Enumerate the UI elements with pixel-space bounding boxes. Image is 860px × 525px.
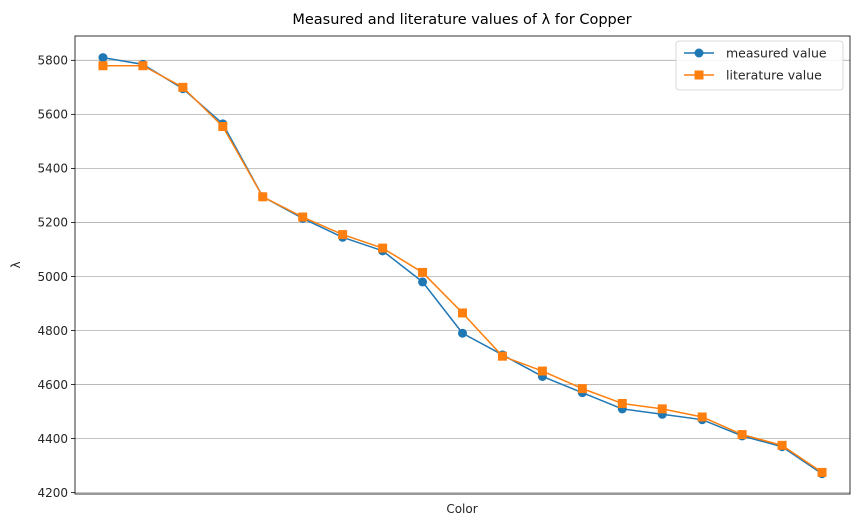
- legend-frame: [675, 40, 844, 91]
- y-tick-label-5800: 5800: [37, 54, 68, 68]
- point-measured-9: [418, 277, 428, 287]
- point-literature-14: [617, 398, 627, 408]
- legend-label-measured: measured value: [726, 46, 827, 61]
- point-literature-13: [577, 384, 587, 394]
- y-tick-label-5600: 5600: [37, 108, 68, 122]
- legend-marker-literature: [694, 70, 704, 80]
- x-axis-label: Color: [446, 502, 477, 516]
- y-tick-label-5400: 5400: [37, 162, 68, 176]
- legend-marker-measured: [694, 48, 704, 58]
- point-literature-15: [657, 404, 667, 414]
- point-literature-1: [98, 61, 108, 71]
- point-literature-9: [418, 267, 428, 277]
- point-literature-7: [338, 230, 348, 240]
- plot-frame: [74, 35, 851, 495]
- point-literature-4: [218, 122, 228, 132]
- point-literature-18: [777, 440, 787, 450]
- point-literature-8: [378, 243, 388, 253]
- point-literature-5: [258, 192, 268, 202]
- point-literature-2: [138, 61, 148, 71]
- y-tick-label-4400: 4400: [37, 432, 68, 446]
- y-tick-label-4600: 4600: [37, 378, 68, 392]
- point-literature-3: [178, 82, 188, 92]
- legend-label-literature: literature value: [726, 68, 822, 83]
- y-axis-label: λ: [9, 261, 23, 268]
- legend: measured value literature value: [675, 40, 844, 91]
- point-literature-6: [298, 212, 308, 222]
- y-tick-label-4800: 4800: [37, 324, 68, 338]
- point-literature-10: [458, 308, 467, 318]
- chart-title: Measured and literature values of λ for …: [292, 12, 631, 28]
- y-tick-label-4200: 4200: [37, 486, 68, 500]
- point-literature-17: [737, 430, 747, 440]
- y-tick-label-5200: 5200: [37, 216, 68, 230]
- point-measured-10: [458, 328, 467, 338]
- point-literature-19: [817, 467, 827, 477]
- grid: [75, 59, 850, 494]
- point-measured-1: [98, 53, 108, 63]
- point-literature-11: [497, 351, 507, 361]
- series-markers: [98, 53, 827, 479]
- point-literature-16: [697, 412, 707, 422]
- y-tick-label-5000: 5000: [37, 270, 68, 284]
- point-literature-12: [537, 366, 547, 376]
- y-axis-ticks: 4200 4400 4600 4800 5000 5200 5400 5600 5800: [37, 54, 75, 500]
